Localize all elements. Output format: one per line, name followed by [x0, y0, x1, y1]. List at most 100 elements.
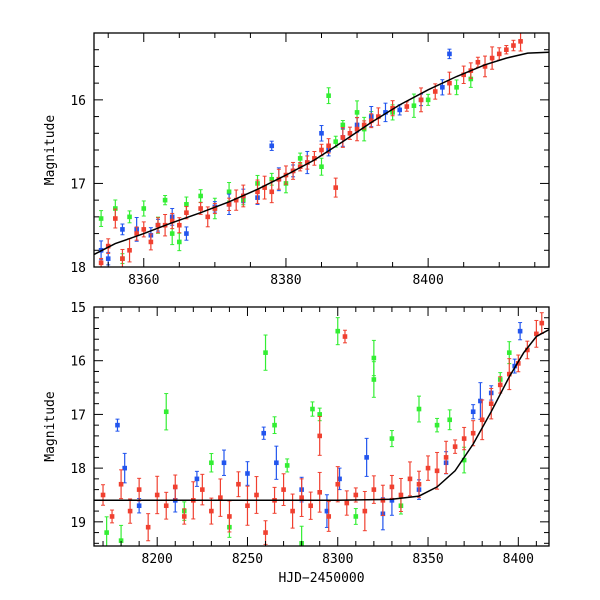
bottom-red-point — [218, 478, 223, 517]
bottom-x-tick-label: 8300 — [322, 552, 353, 567]
top-red-point — [269, 180, 275, 204]
bottom-red-point — [254, 476, 259, 514]
bottom-blue-point — [274, 445, 279, 480]
top-red-point — [297, 162, 303, 172]
top-red-point — [312, 150, 317, 166]
top-red-point — [113, 208, 118, 229]
top-red-point — [376, 107, 381, 126]
bottom-red-point — [181, 508, 187, 525]
bottom-red-point — [290, 493, 295, 529]
bottom-data-points — [94, 312, 549, 546]
top-red-point — [233, 189, 239, 211]
bottom-green-point — [163, 393, 169, 431]
bottom-red-point — [380, 484, 386, 516]
top-blue-point — [383, 102, 388, 123]
top-red-point — [504, 45, 509, 55]
bottom-x-axis-label: HJD−2450000 — [278, 571, 364, 586]
bottom-red-point — [342, 329, 348, 344]
bottom-red-point — [425, 455, 431, 481]
top-red-point — [390, 100, 395, 117]
top-blue-point — [440, 79, 445, 96]
top-green-point — [454, 79, 459, 96]
bottom-red-point — [236, 471, 241, 498]
top-green-point — [177, 232, 182, 252]
top-blue-point — [269, 140, 275, 151]
top-red-point — [496, 47, 502, 61]
bottom-red-point — [479, 399, 485, 441]
bottom-green-point — [335, 317, 341, 346]
bottom-blue-point — [122, 452, 127, 484]
bottom-red-point — [461, 426, 467, 451]
bottom-green-point — [209, 453, 214, 473]
bottom-blue-point — [194, 470, 200, 487]
top-y-tick-label: 16 — [70, 94, 86, 109]
top-red-point — [354, 116, 360, 142]
top-red-point — [461, 65, 466, 84]
top-red-point — [98, 257, 104, 267]
bottom-y-tick-label: 19 — [70, 516, 86, 531]
bottom-blue-point — [364, 437, 369, 477]
top-red-point — [475, 56, 481, 68]
bottom-red-point — [308, 491, 313, 520]
bottom-red-point — [344, 490, 350, 516]
bottom-red-point — [145, 513, 151, 542]
bottom-red-point — [416, 470, 422, 498]
bottom-red-point — [109, 509, 115, 524]
bottom-x-tick-label: 8350 — [412, 552, 443, 567]
bottom-x-tick-label: 8200 — [142, 552, 173, 567]
top-green-point — [425, 93, 431, 106]
top-red-point — [120, 248, 125, 267]
bottom-blue-point — [517, 322, 523, 341]
bottom-y-tick-label: 15 — [70, 301, 86, 316]
top-green-point — [98, 210, 104, 227]
top-green-point — [127, 210, 132, 224]
bottom-y-tick-label: 16 — [70, 355, 86, 370]
bottom-model-curve — [94, 328, 549, 502]
bottom-red-point — [506, 358, 512, 391]
top-x-tick-label: 8400 — [412, 273, 443, 288]
top-data-points — [94, 33, 549, 267]
top-blue-point — [319, 125, 324, 142]
top-y-tick-label: 17 — [70, 177, 86, 192]
bottom-green-point — [263, 334, 268, 371]
bottom-y-axis-label: Magnitude — [43, 391, 58, 462]
bottom-red-point — [443, 440, 449, 474]
bottom-panel: 8200 8250 8300 8350 8400 15 16 17 18 19 Magnitude… — [43, 301, 550, 586]
top-red-point — [105, 238, 111, 254]
bottom-red-point — [317, 471, 322, 513]
bottom-red-point — [127, 498, 133, 524]
bottom-red-point — [434, 451, 440, 490]
top-red-point — [340, 127, 346, 148]
bottom-red-point — [299, 478, 304, 517]
bottom-y-tick-label: 17 — [70, 408, 86, 423]
bottom-red-point — [371, 475, 377, 504]
top-red-point — [489, 46, 495, 70]
bottom-plot-frame — [93, 306, 550, 547]
bottom-red-point — [100, 484, 106, 506]
top-red-point — [255, 179, 260, 205]
top-blue-point — [447, 48, 452, 60]
top-red-point — [333, 177, 339, 198]
bottom-green-point — [389, 430, 395, 448]
bottom-blue-point — [470, 404, 476, 420]
bottom-red-point — [452, 439, 458, 454]
bottom-x-tick-label: 8400 — [503, 552, 534, 567]
bottom-green-point — [104, 516, 109, 546]
top-red-point — [212, 202, 218, 215]
bottom-blue-point — [221, 449, 227, 476]
bottom-green-point — [371, 361, 377, 398]
top-red-point — [127, 238, 132, 263]
bottom-green-point — [272, 416, 277, 435]
bottom-red-point — [245, 485, 250, 526]
bottom-red-point — [263, 520, 268, 545]
top-x-tick-label: 8360 — [128, 273, 159, 288]
bottom-red-point — [362, 490, 368, 532]
bottom-red-point — [516, 354, 521, 373]
bottom-red-point — [136, 477, 142, 502]
top-red-point — [482, 55, 488, 78]
top-blue-point — [120, 223, 125, 236]
bottom-red-point — [163, 491, 169, 520]
top-red-point — [418, 87, 424, 113]
bottom-green-point — [353, 508, 359, 525]
bottom-red-point — [172, 474, 178, 500]
